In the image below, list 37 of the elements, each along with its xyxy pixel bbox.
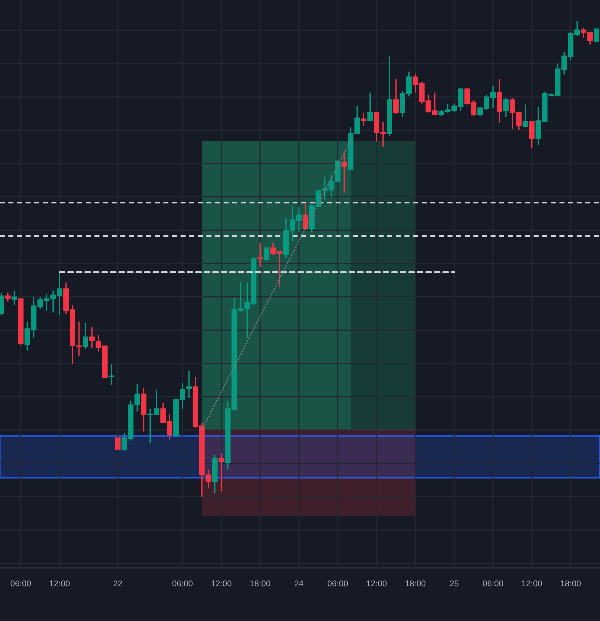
candlestick: [522, 104, 528, 128]
candlestick: [5, 292, 11, 302]
x-tick-label: 12:00: [367, 580, 387, 587]
x-tick-label: 06:00: [10, 580, 32, 587]
candlestick: [342, 152, 348, 194]
candlestick: [212, 454, 218, 494]
candlestick: [258, 242, 264, 268]
x-tick-label: 22: [114, 580, 122, 587]
candlestick: [594, 28, 600, 42]
x-tick-label: 18:00: [561, 580, 581, 587]
x-tick-label: 24: [294, 580, 304, 587]
candlestick: [368, 92, 374, 122]
x-tick-label: 12:00: [50, 580, 70, 587]
candlestick: [218, 452, 224, 492]
candlestick: [496, 78, 502, 124]
candlestick: [302, 203, 308, 231]
x-tick-label: 12:00: [522, 580, 542, 587]
candlestick: [0, 292, 4, 316]
candlestick: [503, 97, 509, 118]
candlestick: [361, 112, 367, 127]
candlestick: [12, 290, 18, 306]
candlestick: [89, 326, 95, 349]
candlestick: [393, 78, 399, 114]
x-tick-label: 25: [450, 580, 459, 587]
x-tick-label: 18:00: [250, 580, 270, 587]
x-tick-label: 12:00: [212, 580, 232, 587]
candlestick: [186, 370, 192, 399]
candlestick: [82, 322, 88, 350]
candlestick: [115, 438, 121, 450]
candlestick: [264, 246, 270, 262]
candlestick: [108, 364, 114, 386]
candlestick: [141, 387, 147, 432]
x-tick-label: 06:00: [328, 580, 348, 587]
x-tick-label: 18:00: [406, 580, 426, 587]
x-tick-label: 06:00: [483, 580, 504, 587]
x-tick-label: 06:00: [172, 580, 193, 587]
candlestick: [529, 121, 535, 149]
